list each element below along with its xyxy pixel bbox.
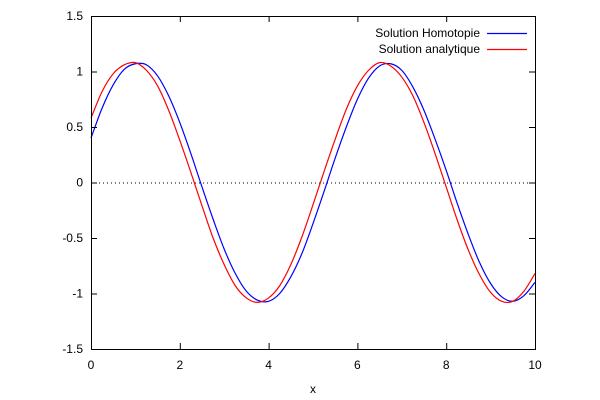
series-line-2 [90, 61, 536, 304]
y-tick-label: -0.5 [62, 231, 83, 245]
y-tick-label: -1.5 [62, 342, 83, 356]
x-tick-label: 4 [265, 358, 272, 372]
legend-label-2: Solution analytique [379, 42, 481, 56]
y-tick-label: 0.5 [66, 120, 83, 134]
legend: Solution Homotopie Solution analytique [375, 26, 527, 56]
y-tick-label: -1 [72, 287, 83, 301]
x-tick-label: 2 [176, 358, 183, 372]
x-axis-label: x [310, 382, 316, 396]
x-tick-label: 10 [528, 358, 542, 372]
x-tick-label: 0 [88, 358, 95, 372]
x-tick-label: 8 [443, 358, 450, 372]
plot-frame [91, 16, 536, 350]
series-line-1 [90, 62, 536, 303]
legend-label-1: Solution Homotopie [375, 26, 480, 40]
x-tick-label: 6 [354, 358, 361, 372]
series-layer [90, 61, 536, 304]
y-tick-label: 1 [76, 65, 83, 79]
y-tick-label: 0 [76, 176, 83, 190]
y-tick-label: 1.5 [66, 9, 83, 23]
ticks-layer: 0 2 4 6 8 10 -1.5 -1 -0.5 0 0.5 1 1.5 [62, 9, 542, 372]
